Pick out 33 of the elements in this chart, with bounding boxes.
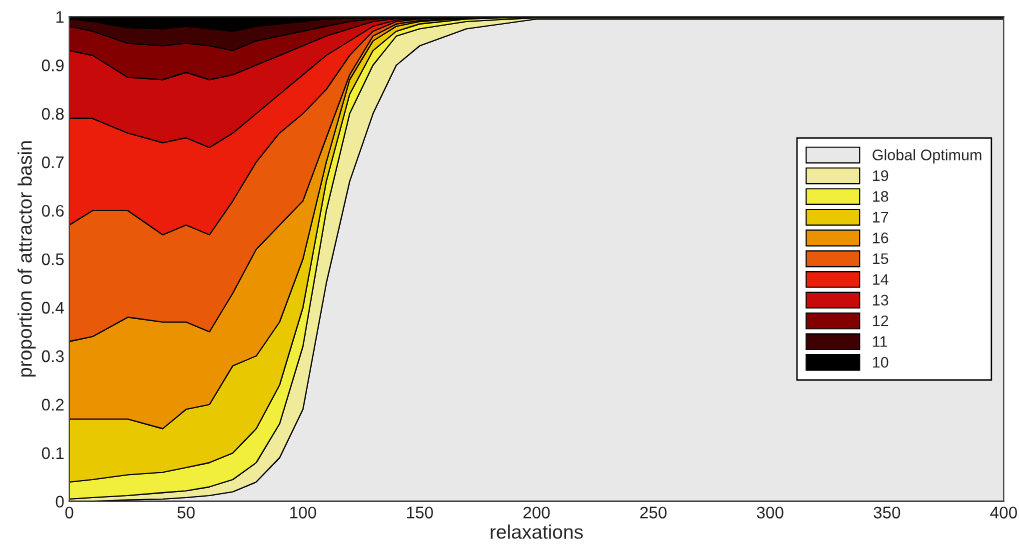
legend-label: 11 xyxy=(873,336,887,347)
x-tick-label: 100 xyxy=(290,506,317,519)
legend-label: 17 xyxy=(873,211,889,223)
y-tick-label: 0.1 xyxy=(41,447,64,460)
x-tick-label: 0 xyxy=(65,506,74,519)
y-tick-label: 0.7 xyxy=(41,156,64,169)
x-tick-label: 400 xyxy=(990,506,1017,519)
legend-label: 19 xyxy=(873,170,889,182)
y-axis-title: proportion of attractor basin xyxy=(17,141,36,377)
legend-label: 12 xyxy=(873,315,889,327)
y-tick-label: 0.3 xyxy=(41,350,64,363)
x-tick-label: 50 xyxy=(177,506,195,519)
y-tick-label: 0.4 xyxy=(41,301,64,314)
y-tick-label: 0.6 xyxy=(41,204,64,217)
y-tick-label: 1 xyxy=(56,11,64,23)
x-tick-label: 150 xyxy=(407,506,433,519)
x-tick-label: 200 xyxy=(523,506,550,519)
legend-label: 13 xyxy=(873,294,889,306)
legend-label: 18 xyxy=(873,191,889,202)
legend-label: 15 xyxy=(873,253,889,265)
y-tick-label: 0.5 xyxy=(41,253,64,266)
x-tick-label: 350 xyxy=(873,506,901,519)
y-tick-label: 0.9 xyxy=(41,59,64,72)
legend-label: 14 xyxy=(873,274,889,285)
x-tick-label: 300 xyxy=(756,506,784,519)
y-tick-label: 0.2 xyxy=(41,398,64,411)
y-tick-label: 0 xyxy=(55,495,64,508)
legend-label: Global Optimum xyxy=(872,149,982,164)
x-tick-label: 250 xyxy=(640,506,667,519)
legend-label: 10 xyxy=(873,356,889,368)
legend-label: 16 xyxy=(873,232,889,244)
y-tick-label: 0.8 xyxy=(41,107,64,120)
x-axis-title: relaxations xyxy=(490,524,583,539)
